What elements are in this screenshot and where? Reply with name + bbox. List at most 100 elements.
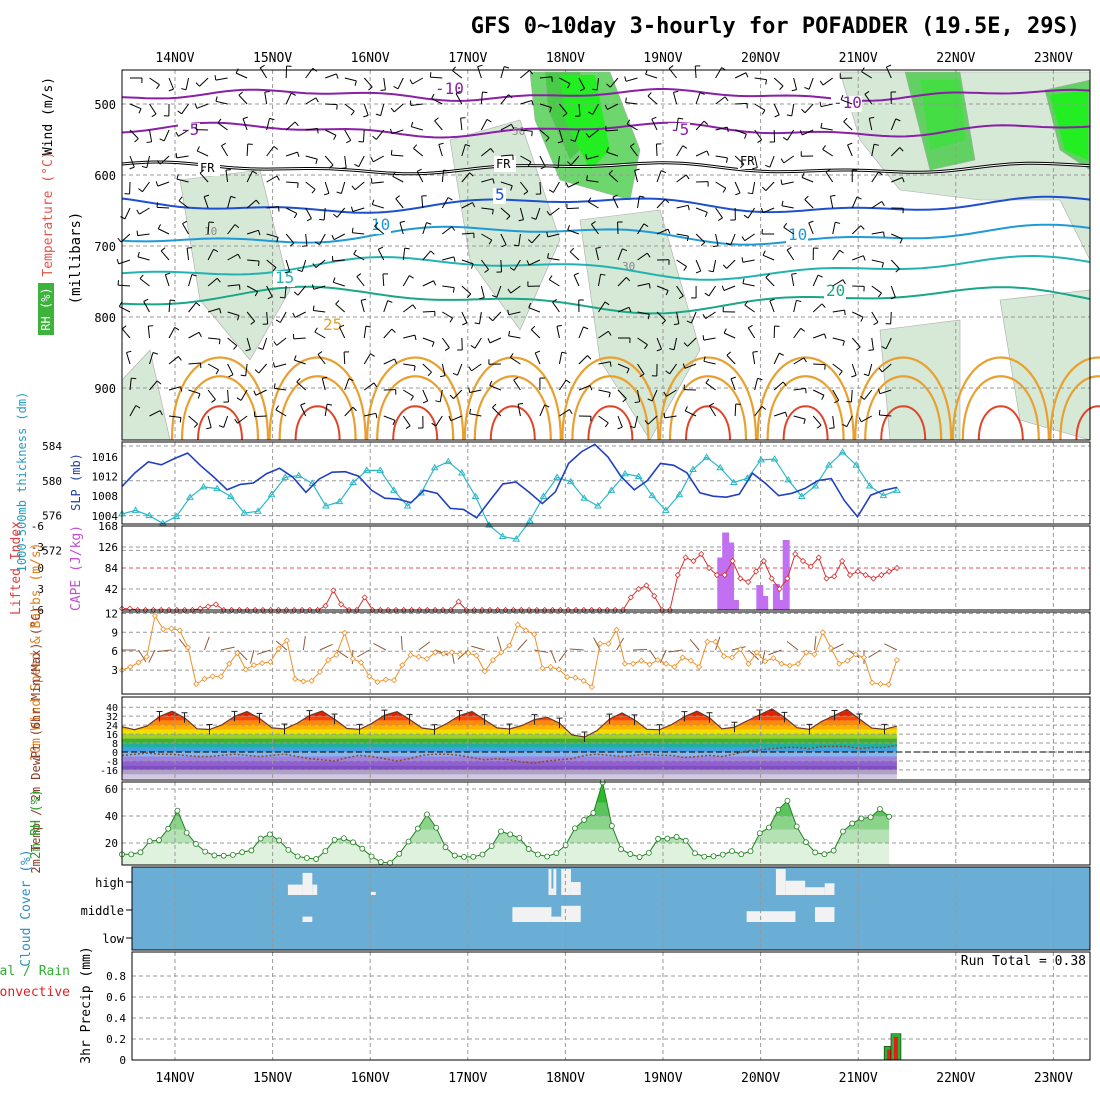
cloud-block <box>303 917 313 922</box>
wind-barb <box>766 277 774 286</box>
isotherm-label: -10 <box>435 79 464 98</box>
wind-barb <box>125 208 130 219</box>
wind-barb-flag <box>830 195 835 196</box>
wind-barb <box>255 416 267 417</box>
wind-barb <box>322 378 325 390</box>
rh-marker <box>526 847 531 852</box>
wind-barb-flag <box>779 353 783 355</box>
wind-barb-flag <box>219 339 220 344</box>
warm-isotherm <box>979 406 1023 440</box>
rh-marker <box>286 847 291 852</box>
wind-barb-flag <box>482 92 487 93</box>
wind-barb <box>716 182 726 188</box>
wind-speed-marker <box>598 641 603 646</box>
wind-barb-flag <box>685 406 687 410</box>
wind-barb-flag <box>270 118 275 119</box>
wind-barb-flag <box>295 122 298 126</box>
wind-barb <box>794 78 797 90</box>
wind-barb <box>743 260 755 262</box>
wind-barb <box>118 285 130 286</box>
wind-speed-marker <box>614 627 619 632</box>
wind-barb <box>164 130 169 141</box>
warm-isotherm <box>758 358 854 441</box>
wind-barb <box>696 151 707 156</box>
wind-barb-flag <box>786 412 787 417</box>
wind-barb-flag <box>417 169 421 171</box>
wind-barb-flag <box>450 318 453 322</box>
wind-barb <box>748 328 754 338</box>
warm-isotherm <box>670 376 746 440</box>
wind-barb <box>372 204 383 208</box>
wind-barb-flag <box>639 196 644 197</box>
wind-barb <box>403 390 413 396</box>
wind-barb <box>813 334 824 338</box>
warm-isotherm <box>296 406 340 440</box>
rh-shading <box>122 350 170 440</box>
wind-speed-marker <box>721 654 726 659</box>
wind-speed-marker <box>655 658 660 663</box>
wind-barb <box>753 182 755 194</box>
rh-tick-label: 60 <box>105 783 118 796</box>
wind-barb-flag <box>532 131 533 136</box>
wind-barb-flag <box>509 331 510 336</box>
wind-barb <box>150 104 157 114</box>
rh-marker <box>267 832 272 837</box>
wind-barb-flag <box>488 338 490 343</box>
wind-barb-flag <box>374 383 377 387</box>
cape-bar <box>727 543 734 611</box>
wind-barb <box>805 200 813 208</box>
pressure-tick-label: 600 <box>94 169 116 183</box>
wind-barb-flag <box>333 214 337 217</box>
wind-barb <box>139 208 149 214</box>
wind-barb <box>177 156 189 158</box>
wind-barb <box>228 364 233 375</box>
wind-speed-marker <box>861 655 866 660</box>
wind-barb-flag <box>848 143 853 145</box>
temp-color-band <box>122 761 1090 765</box>
wind-barb <box>553 302 560 312</box>
wind-barb-flag <box>618 427 623 429</box>
rh-marker <box>887 814 892 819</box>
wind-barb-flag <box>763 251 765 256</box>
wind-barb <box>333 282 344 286</box>
li-marker <box>887 569 892 574</box>
wind-barb-flag <box>137 231 138 236</box>
wind-barb-flag <box>352 228 353 233</box>
wind-barb-flag <box>723 265 726 269</box>
wind-barb <box>361 300 364 312</box>
rh-marker <box>766 825 771 830</box>
rh-marker <box>591 810 596 815</box>
surface-wind-barb <box>204 637 209 650</box>
bottom-date-label: 21NOV <box>839 1071 878 1086</box>
wind-barb <box>189 303 197 312</box>
wind-barb <box>458 364 462 375</box>
wind-speed-marker <box>787 663 792 668</box>
wind-barb-flag <box>183 221 187 223</box>
cloud-block <box>776 869 786 895</box>
warm-isotherm <box>491 406 535 440</box>
wind-speed-marker <box>161 627 166 632</box>
wind-barb-flag <box>336 300 339 304</box>
wind-barb-flag <box>139 109 141 114</box>
wind-barb-flag <box>152 114 156 117</box>
wind-barb <box>782 182 794 184</box>
cloud-block <box>553 869 556 895</box>
wind-barb <box>652 119 657 130</box>
wind-barb <box>169 327 175 338</box>
wind-barb-flag <box>824 334 826 339</box>
wind-barb-flag <box>727 158 728 163</box>
wind-barb-flag <box>840 250 844 253</box>
wind-barb-flag <box>809 221 814 223</box>
wind-barb <box>345 78 357 81</box>
wind-barb-flag <box>664 413 665 418</box>
wind-speed-marker <box>820 630 825 635</box>
wind-barb-flag <box>703 314 706 318</box>
wind-barb-flag <box>570 248 574 252</box>
wind-barb <box>442 286 454 288</box>
wind-barb-flag <box>394 86 398 88</box>
wind-barb <box>383 274 384 286</box>
wind-barb <box>325 156 333 165</box>
wind-barb-flag <box>450 395 453 399</box>
